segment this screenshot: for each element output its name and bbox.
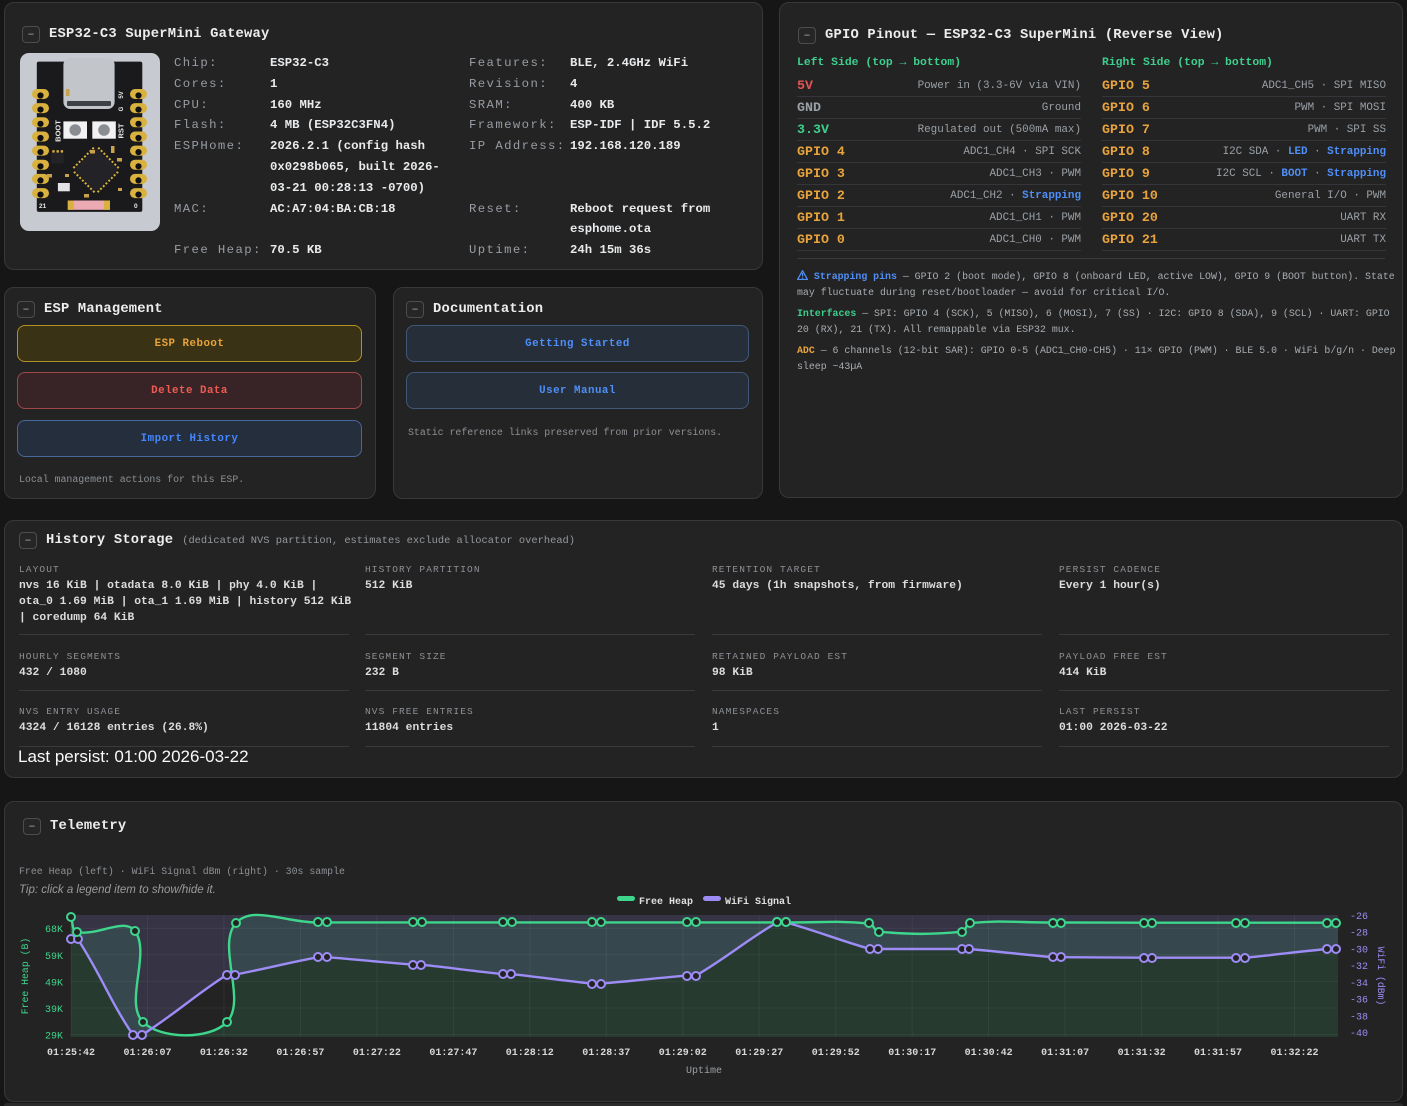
svg-text:-34: -34 [1350, 979, 1368, 990]
svg-text:01:29:52: 01:29:52 [812, 1048, 860, 1059]
svg-text:01:28:12: 01:28:12 [506, 1048, 554, 1059]
svg-text:21: 21 [39, 203, 47, 210]
svg-text:RST: RST [117, 123, 126, 138]
svg-text:G: G [119, 106, 125, 111]
svg-text:0: 0 [134, 203, 138, 210]
svg-text:01:25:42: 01:25:42 [47, 1048, 95, 1059]
svg-text:29K: 29K [45, 1032, 63, 1043]
svg-text:BOOT: BOOT [54, 120, 63, 142]
svg-text:Free Heap (B): Free Heap (B) [20, 938, 31, 1014]
svg-text:-32: -32 [1350, 962, 1368, 973]
svg-text:01:27:47: 01:27:47 [429, 1048, 477, 1059]
svg-text:39K: 39K [45, 1005, 63, 1016]
svg-text:01:26:32: 01:26:32 [200, 1048, 248, 1059]
svg-text:-38: -38 [1350, 1012, 1368, 1023]
svg-text:49K: 49K [45, 978, 63, 989]
svg-text:-30: -30 [1350, 945, 1368, 956]
svg-text:-40: -40 [1350, 1029, 1368, 1040]
svg-text:01:31:57: 01:31:57 [1194, 1048, 1242, 1059]
svg-text:WiFi Signal: WiFi Signal [725, 896, 791, 908]
svg-text:68K: 68K [45, 925, 63, 936]
svg-text:01:27:22: 01:27:22 [353, 1048, 401, 1059]
svg-text:01:32:22: 01:32:22 [1270, 1048, 1318, 1059]
svg-text:01:30:17: 01:30:17 [888, 1048, 936, 1059]
svg-text:01:29:02: 01:29:02 [659, 1048, 707, 1059]
svg-text:01:26:57: 01:26:57 [276, 1048, 324, 1059]
svg-text:01:28:37: 01:28:37 [582, 1048, 630, 1059]
svg-text:WiFi (dBm): WiFi (dBm) [1375, 947, 1386, 1006]
svg-text:-26: -26 [1350, 912, 1368, 923]
svg-text:01:29:27: 01:29:27 [735, 1048, 783, 1059]
svg-text:-28: -28 [1350, 929, 1368, 940]
svg-text:01:31:07: 01:31:07 [1041, 1048, 1089, 1059]
svg-text:5V: 5V [119, 91, 125, 98]
svg-text:01:31:32: 01:31:32 [1118, 1048, 1166, 1059]
svg-text:01:26:07: 01:26:07 [123, 1048, 171, 1059]
svg-text:Uptime: Uptime [686, 1065, 722, 1077]
svg-text:59K: 59K [45, 952, 63, 963]
svg-text:Free Heap: Free Heap [639, 897, 693, 908]
svg-text:-36: -36 [1350, 996, 1368, 1007]
svg-text:01:30:42: 01:30:42 [965, 1048, 1013, 1059]
